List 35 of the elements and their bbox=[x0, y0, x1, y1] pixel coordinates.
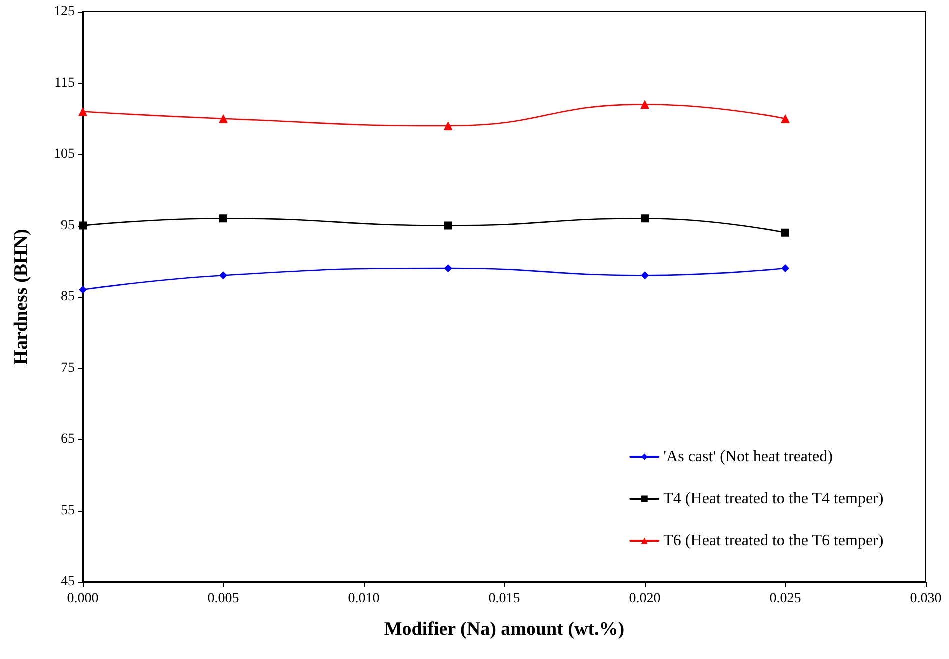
y-tick-label: 85 bbox=[61, 290, 75, 304]
point bbox=[79, 286, 87, 294]
legend-label: 'As cast' (Not heat treated) bbox=[664, 448, 833, 466]
point bbox=[444, 222, 452, 230]
point bbox=[782, 264, 790, 272]
y-tick-label: 105 bbox=[54, 147, 75, 162]
y-tick-label: 45 bbox=[61, 574, 75, 590]
y-tick-label: 115 bbox=[54, 76, 75, 91]
y-tick-label: 95 bbox=[61, 218, 75, 234]
x-tick-label: 0.020 bbox=[629, 592, 661, 606]
point bbox=[219, 114, 228, 124]
x-tick-label: 0.015 bbox=[488, 592, 520, 606]
legend-label: T4 (Heat treated to the T4 temper) bbox=[664, 490, 884, 508]
y-tick-label: 55 bbox=[61, 503, 75, 518]
point bbox=[78, 107, 88, 116]
point bbox=[220, 214, 228, 223]
point bbox=[220, 272, 228, 280]
y-tick-label: 65 bbox=[61, 432, 75, 447]
point bbox=[782, 228, 790, 237]
legend-label: T6 (Heat treated to the T6 temper) bbox=[664, 532, 884, 550]
point bbox=[444, 264, 452, 272]
x-tick-label: 0.000 bbox=[67, 592, 99, 606]
point bbox=[640, 100, 650, 110]
point bbox=[781, 114, 790, 124]
point bbox=[641, 214, 649, 223]
y-tick-label: 125 bbox=[54, 4, 75, 20]
y-axis-title: Hardness (BHN) bbox=[11, 229, 32, 365]
x-tick-label: 0.025 bbox=[770, 592, 802, 606]
x-tick-label: 0.005 bbox=[208, 592, 240, 606]
point bbox=[641, 272, 649, 280]
x-tick-label: 0.010 bbox=[348, 592, 380, 606]
x-axis-title: Modifier (Na) amount (wt.%) bbox=[384, 619, 625, 640]
point bbox=[444, 122, 453, 130]
y-tick-label: 75 bbox=[61, 360, 75, 376]
x-tick-label: 0.030 bbox=[910, 592, 942, 606]
